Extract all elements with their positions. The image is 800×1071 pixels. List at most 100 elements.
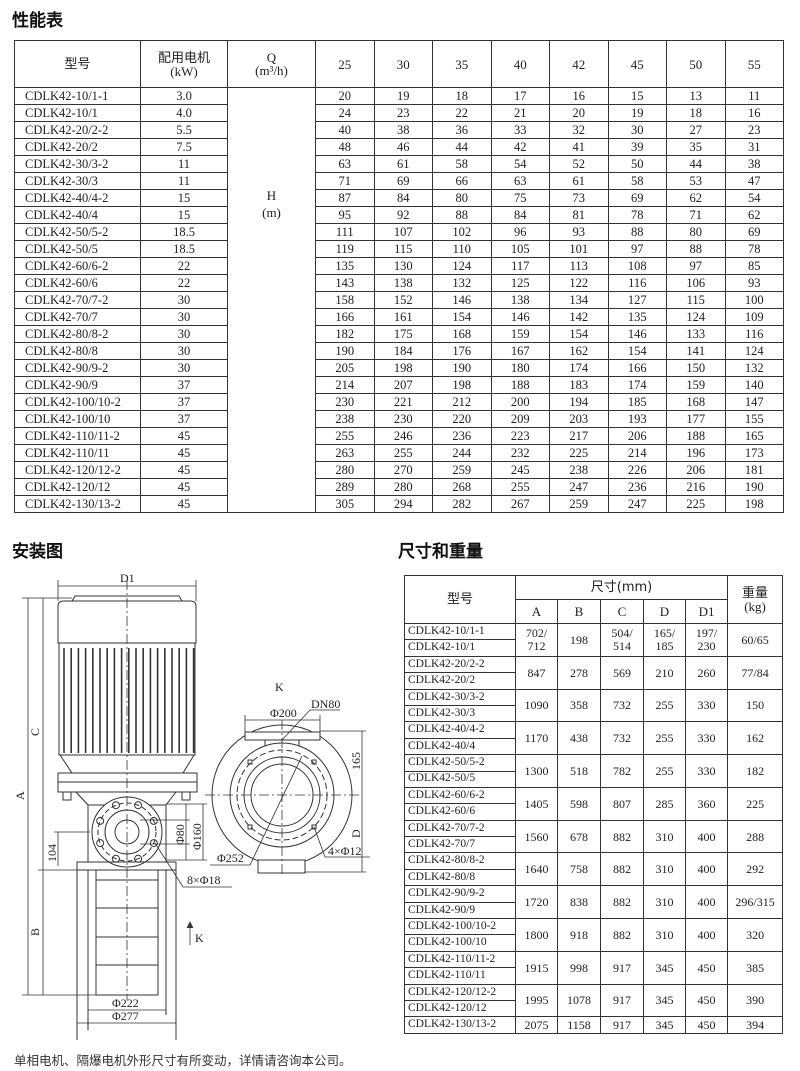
head-value-cell: 138	[490, 291, 550, 309]
head-value-cell: 20	[315, 87, 375, 105]
dim-c-cell: 917	[600, 950, 644, 985]
header-flow-25: 25	[315, 40, 375, 88]
head-value-cell: 270	[373, 461, 433, 479]
header-flow-55: 55	[724, 40, 784, 88]
table-row: CDLK42-30/3 11 71 69 66 63 61 58 53 47	[14, 172, 784, 190]
head-value-cell: 24	[315, 104, 375, 122]
head-value-cell: 198	[724, 495, 784, 513]
svg-text:165: 165	[349, 752, 363, 770]
head-value-cell: 97	[607, 240, 667, 258]
table-row: CDLK42-70/7-2 30 158 152 146 138 134 127 115 100	[14, 291, 784, 309]
dim-a-cell: 1640	[515, 852, 558, 887]
installation-drawing: D1 A C B 104 Φ80 Φ160 8×Φ18 K Φ222 Φ277 …	[13, 571, 370, 1040]
head-value-cell: 166	[315, 308, 375, 326]
model-cell: CDLK42-60/6	[404, 803, 516, 821]
dimensions-column-row: A B C D D1	[405, 599, 783, 624]
table-row: CDLK42-120/12 45 289 280 268 255 247 236 216 190	[14, 478, 784, 496]
head-value-cell: 176	[432, 342, 492, 360]
dim-kg-cell: 77/84	[727, 655, 784, 690]
model-cell: CDLK42-90/9-2	[14, 359, 141, 377]
head-value-cell: 175	[373, 325, 433, 343]
dim-kg-cell: 288	[727, 819, 784, 854]
dim-b-cell: 358	[557, 688, 601, 723]
head-value-cell: 282	[432, 495, 492, 513]
dim-d-cell: 345	[643, 1016, 686, 1034]
head-value-cell: 47	[724, 172, 784, 190]
svg-text:Φ252: Φ252	[217, 851, 244, 865]
svg-text:B: B	[28, 928, 42, 936]
head-value-cell: 305	[315, 495, 375, 513]
model-cell: CDLK42-110/11	[14, 444, 141, 462]
table-row: CDLK42-30/3-2 11 63 61 58 54 52 50 44 38	[14, 155, 784, 173]
header-weight: 重量 (kg)	[727, 575, 784, 624]
table-row: CDLK42-30/3-2 1090 358 732 255 330 150	[404, 688, 784, 723]
head-value-cell: 41	[549, 138, 609, 156]
installation-title: 安装图	[12, 542, 63, 562]
head-value-cell: 44	[666, 155, 726, 173]
head-value-cell: 190	[432, 359, 492, 377]
svg-text:K: K	[275, 680, 284, 694]
model-cell: CDLK42-90/9	[404, 901, 516, 920]
head-value-cell: 19	[607, 104, 667, 122]
head-value-cell: 38	[373, 121, 433, 139]
drawing-labels: D1 A C B 104 Φ80 Φ160 8×Φ18 K Φ222 Φ277 …	[13, 571, 363, 1023]
head-value-cell: 184	[373, 342, 433, 360]
head-value-cell: 78	[607, 206, 667, 224]
model-cell: CDLK42-20/2	[14, 138, 141, 156]
head-value-cell: 96	[490, 223, 550, 241]
head-value-cell: 203	[549, 410, 609, 428]
head-value-cell: 142	[549, 308, 609, 326]
dimensions-table: 型号 尺寸(mm) 重量 (kg) A B C D D1 CDLK42-10/1-1 702…	[404, 575, 784, 1034]
header-flow: Q (m³/h)	[227, 40, 316, 88]
table-row: CDLK42-40/4-2 15 87 84 80 75 73 69 62 54	[14, 189, 784, 207]
motor-kw-cell: 45	[140, 444, 228, 462]
head-value-cell: 102	[432, 223, 492, 241]
svg-text:D1: D1	[120, 571, 135, 585]
head-value-cell: 238	[549, 461, 609, 479]
model-cell: CDLK42-10/1-1	[404, 622, 516, 641]
head-value-cell: 42	[490, 138, 550, 156]
svg-text:Φ80: Φ80	[173, 824, 187, 845]
head-value-cell: 80	[432, 189, 492, 207]
head-value-cell: 23	[724, 121, 784, 139]
dimensions-title: 尺寸和重量	[398, 542, 483, 562]
motor-kw-cell: 11	[140, 172, 228, 190]
bolt-hole	[96, 839, 105, 848]
dim-kg-cell: 394	[727, 1016, 784, 1034]
dim-kg-cell: 390	[727, 983, 784, 1018]
dim-c-cell: 732	[600, 688, 644, 723]
bolt-hole	[149, 816, 158, 825]
dim-d1-cell: 400	[684, 852, 729, 887]
dim-b-cell: 1078	[557, 983, 601, 1018]
footer-note: 单相电机、隔爆电机外形尺寸有所变动，详情请咨询本公司。	[14, 1053, 352, 1068]
head-value-cell: 146	[432, 291, 492, 309]
head-value-cell: 259	[549, 495, 609, 513]
dim-b-cell: 518	[557, 754, 601, 788]
head-value-cell: 15	[607, 87, 667, 105]
head-value-cell: 182	[315, 325, 375, 343]
head-value-cell: 255	[490, 478, 550, 496]
motor-kw-cell: 22	[140, 257, 228, 275]
table-row: CDLK42-90/9 37 214 207 198 188 183 174 159 140	[14, 376, 784, 394]
head-value-cell: 53	[666, 172, 726, 190]
motor-kw-cell: 22	[140, 274, 228, 292]
head-value-cell: 35	[666, 138, 726, 156]
head-value-cell: 108	[607, 257, 667, 275]
head-value-cell: 190	[724, 478, 784, 496]
table-row: CDLK42-50/5 18.5 119 115 110 105 101 97 88 78	[14, 240, 784, 258]
head-value-cell: 177	[666, 410, 726, 428]
dim-kg-cell: 162	[727, 721, 784, 756]
header-flow-30: 30	[373, 40, 433, 88]
head-value-cell: 61	[373, 155, 433, 173]
head-value-cell: 247	[549, 478, 609, 496]
svg-text:4×Φ12: 4×Φ12	[328, 844, 362, 858]
head-value-cell: 221	[373, 393, 433, 411]
head-value-cell: 18	[666, 104, 726, 122]
head-value-cell: 154	[432, 308, 492, 326]
head-value-cell: 117	[490, 257, 550, 275]
head-value-cell: 259	[432, 461, 492, 479]
table-row: CDLK42-20/2 7.5 48 46 44 42 41 39 35 31	[14, 138, 784, 156]
head-value-cell: 69	[607, 189, 667, 207]
motor-kw-cell: 30	[140, 325, 228, 343]
head-value-cell: 109	[724, 308, 784, 326]
